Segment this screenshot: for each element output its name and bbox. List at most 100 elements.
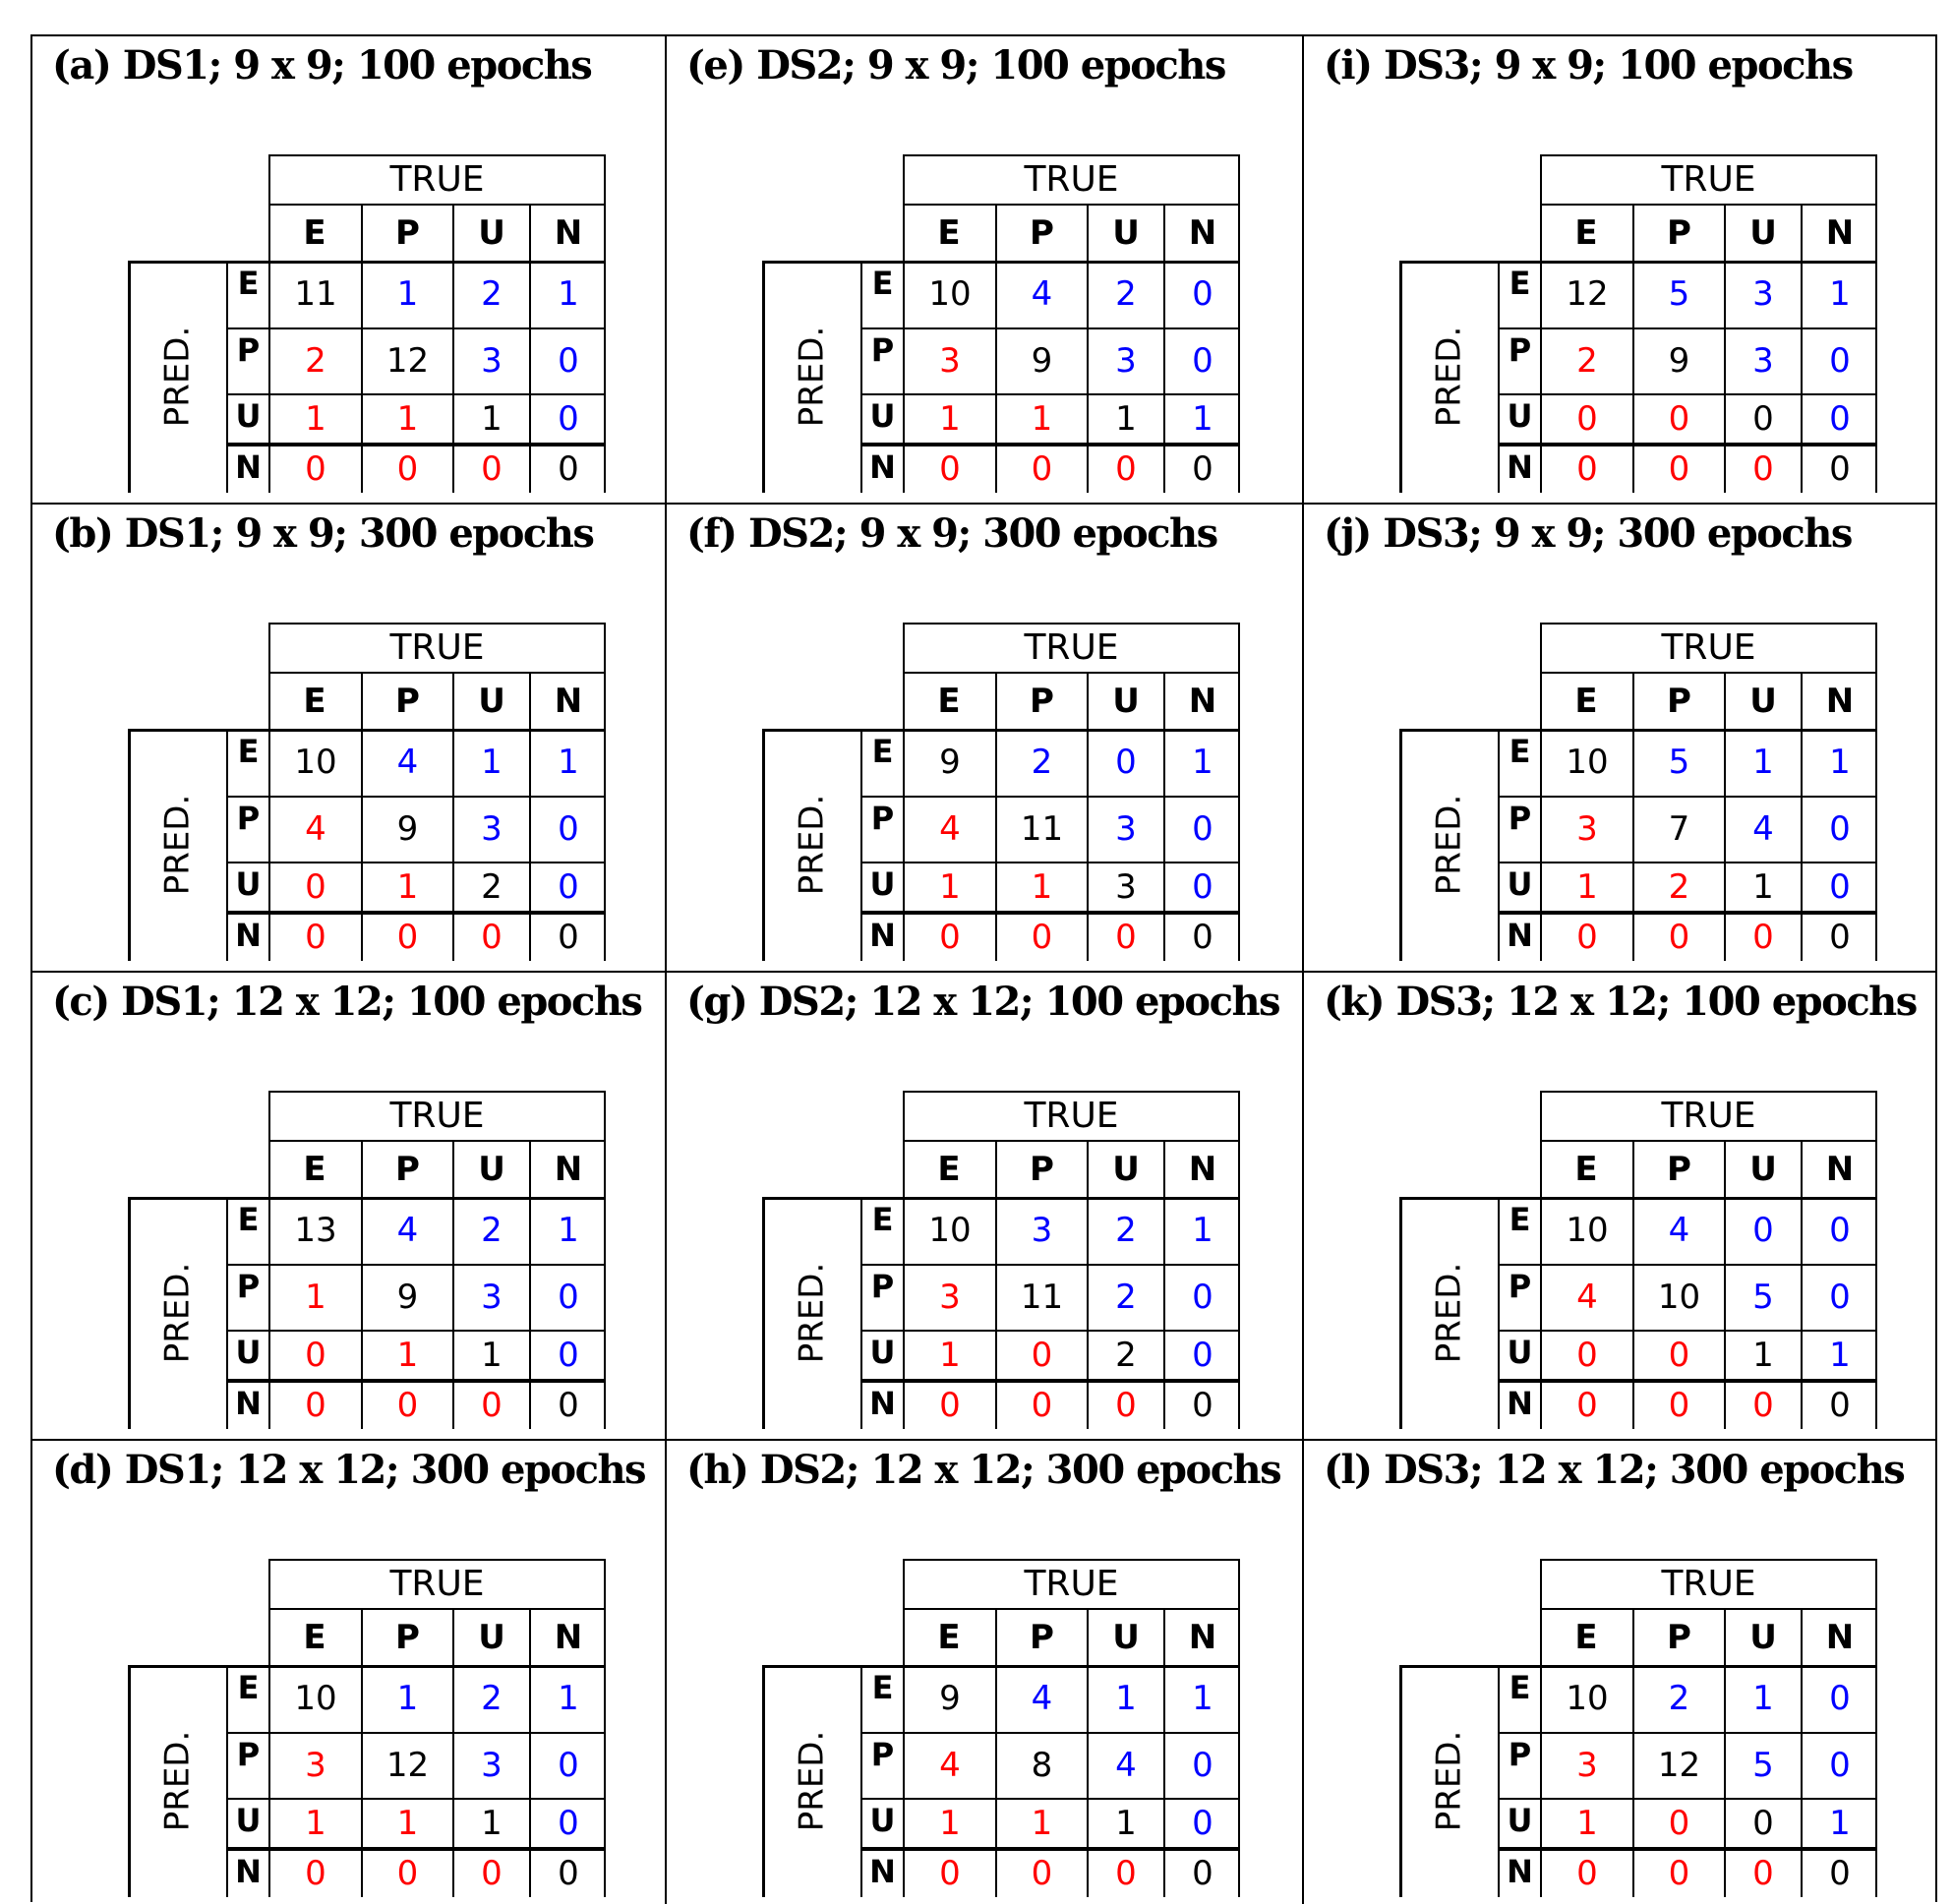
- matrix-cell: 2: [1087, 1330, 1163, 1381]
- pred-frame: [1399, 1665, 1877, 1897]
- column-header-e: E: [303, 1618, 326, 1657]
- matrix-cell: 0: [1540, 913, 1632, 961]
- pred-axis-label: PRED.: [1399, 729, 1498, 961]
- matrix-cell: 0: [1163, 1381, 1240, 1429]
- true-axis-label: TRUE: [1540, 1559, 1877, 1610]
- matrix-cell: 0: [452, 445, 529, 493]
- matrix-cell: 1: [903, 1798, 995, 1849]
- matrix-cell: 0: [1163, 1732, 1240, 1798]
- confusion-matrix-grid: (a) DS1; 9 x 9; 100 epochs TRUE E P U N PRED. E…: [30, 34, 1937, 1904]
- matrix-cell: 0: [268, 862, 361, 913]
- row-header-n: N: [860, 445, 903, 493]
- matrix-cell: 1: [903, 393, 995, 445]
- matrix-cell: 0: [1163, 1849, 1240, 1897]
- pred-axis-text: PRED.: [1429, 326, 1469, 428]
- matrix-cell: 9: [903, 1665, 995, 1732]
- matrix-cell: 0: [529, 1264, 606, 1330]
- matrix-cell: 0: [1724, 1381, 1801, 1429]
- matrix-cell: 3: [1540, 1732, 1632, 1798]
- figure-panel: (a) DS1; 9 x 9; 100 epochs TRUE E P U N PRED. E…: [32, 36, 667, 505]
- column-header-n: N: [1801, 1142, 1877, 1197]
- figure-panel: (d) DS1; 12 x 12; 300 epochs TRUE E P U N PRED…: [32, 1441, 667, 1904]
- matrix-cell: 4: [268, 796, 361, 862]
- pred-frame: [128, 729, 606, 961]
- matrix-cell: 2: [452, 261, 529, 327]
- pred-axis-label: PRED.: [762, 1197, 860, 1429]
- row-divider: [1498, 1379, 1877, 1383]
- column-header-p: P: [1632, 206, 1724, 261]
- row-divider: [1498, 1798, 1877, 1800]
- matrix-cell: 0: [1540, 393, 1632, 445]
- matrix-cell: 1: [529, 1197, 606, 1264]
- column-header-p: P: [1632, 674, 1724, 729]
- true-header-frame: [268, 1091, 606, 1197]
- matrix-cell: 4: [1087, 1732, 1163, 1798]
- true-axis-label: TRUE: [268, 623, 606, 674]
- true-header-frame: [1540, 1559, 1877, 1665]
- matrix-cell: 3: [452, 327, 529, 393]
- row-header-u: U: [1498, 1330, 1540, 1381]
- pred-axis-text: PRED.: [157, 794, 198, 896]
- column-header-p: P: [361, 206, 452, 261]
- matrix-cell: 1: [1724, 862, 1801, 913]
- matrix-cell: 1: [1087, 393, 1163, 445]
- matrix-cell: 0: [1163, 445, 1240, 493]
- matrix-cell: 0: [1163, 327, 1240, 393]
- pred-axis-label: PRED.: [128, 1197, 226, 1429]
- row-header-u: U: [860, 1330, 903, 1381]
- matrix-cell: 1: [361, 862, 452, 913]
- column-header-e: E: [1574, 1150, 1598, 1189]
- row-header-e: E: [860, 1665, 903, 1732]
- matrix-cell: 13: [268, 1197, 361, 1264]
- true-axis-label: TRUE: [268, 1559, 606, 1610]
- row-divider: [226, 1847, 606, 1851]
- panel-title: (c) DS1; 12 x 12; 100 epochs: [52, 979, 643, 1025]
- pred-frame: [128, 1665, 606, 1897]
- column-header-n: N: [1163, 1610, 1240, 1665]
- true-axis-label: TRUE: [1540, 623, 1877, 674]
- matrix-cell: 0: [268, 1849, 361, 1897]
- matrix-cell: 4: [903, 796, 995, 862]
- matrix-cell: 0: [1801, 796, 1877, 862]
- row-divider: [226, 911, 606, 915]
- matrix-cell: 0: [1632, 1849, 1724, 1897]
- row-header-p: P: [860, 1264, 903, 1330]
- matrix-cell: 1: [995, 393, 1087, 445]
- matrix-cell: 0: [1632, 1798, 1724, 1849]
- row-divider: [860, 1732, 1240, 1734]
- row-divider: [226, 1330, 606, 1332]
- confusion-matrix: TRUE E P U N PRED. E 10 3 2 1 P 3 11 2 0 U 1 0 2 0 N 0 0 0 0: [731, 1091, 1242, 1429]
- row-header-u: U: [1498, 862, 1540, 913]
- matrix-cell: 0: [903, 913, 995, 961]
- column-header-e: E: [1574, 1618, 1598, 1657]
- matrix-cell: 2: [268, 327, 361, 393]
- matrix-cell: 0: [1724, 445, 1801, 493]
- row-header-n: N: [1498, 913, 1540, 961]
- row-divider: [1498, 862, 1877, 863]
- column-header-u: U: [1087, 674, 1163, 729]
- matrix-cell: 2: [1087, 1197, 1163, 1264]
- matrix-cell: 3: [1724, 261, 1801, 327]
- column-header-u: U: [452, 1142, 529, 1197]
- true-header-frame: [268, 154, 606, 261]
- column-header-u: U: [1724, 206, 1801, 261]
- pred-axis-text: PRED.: [1429, 1730, 1469, 1832]
- matrix-cell: 10: [1540, 729, 1632, 796]
- pred-axis-label: PRED.: [1399, 1197, 1498, 1429]
- matrix-cell: 0: [1632, 445, 1724, 493]
- matrix-cell: 0: [529, 327, 606, 393]
- matrix-cell: 1: [1163, 1665, 1240, 1732]
- matrix-cell: 0: [268, 1330, 361, 1381]
- matrix-cell: 4: [1724, 796, 1801, 862]
- matrix-cell: 11: [995, 796, 1087, 862]
- matrix-cell: 3: [452, 1732, 529, 1798]
- matrix-cell: 1: [361, 393, 452, 445]
- matrix-cell: 0: [268, 445, 361, 493]
- matrix-cell: 0: [452, 913, 529, 961]
- row-divider: [860, 1847, 1240, 1851]
- matrix-cell: 10: [1540, 1665, 1632, 1732]
- matrix-cell: 12: [361, 1732, 452, 1798]
- figure-panel: (c) DS1; 12 x 12; 100 epochs TRUE E P U N PRED…: [32, 973, 667, 1441]
- panel-title: (j) DS3; 9 x 9; 300 epochs: [1324, 510, 1853, 557]
- pred-axis-label: PRED.: [762, 261, 860, 493]
